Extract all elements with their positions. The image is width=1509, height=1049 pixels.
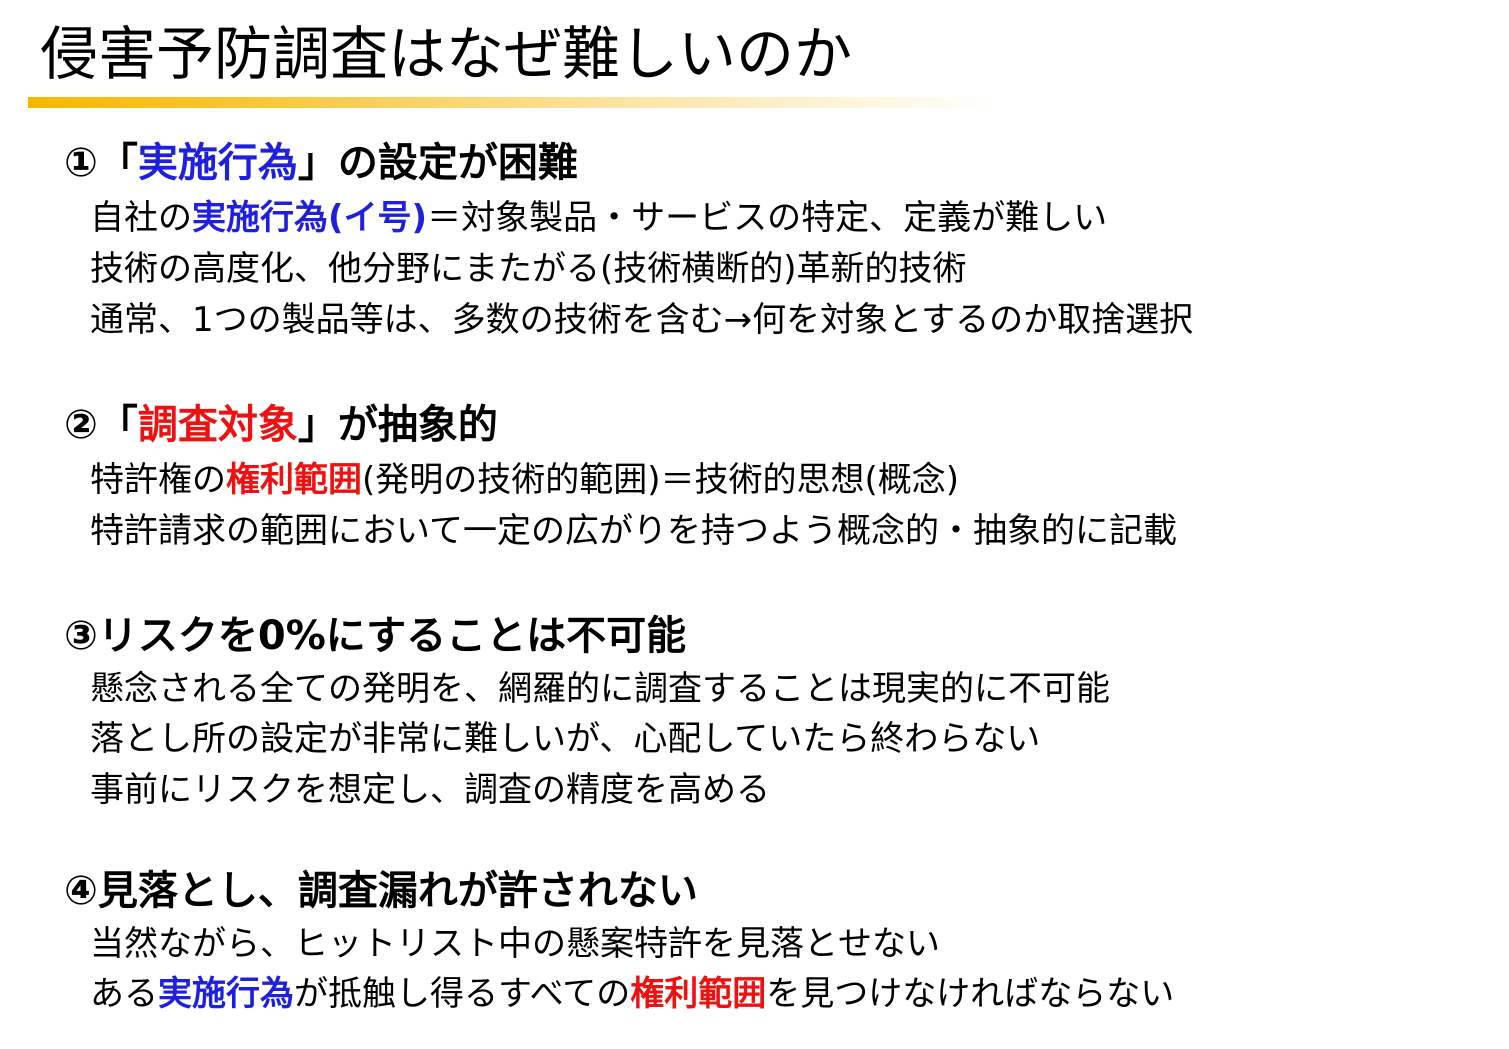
section-1-heading-highlight: 実施行為 (137, 140, 298, 186)
section-2-line-1-part-a: 特許権の (90, 460, 226, 500)
section-1-line-3: 通常、1つの製品等は、多数の技術を含む→何を対象とするのか取捨選択 (90, 300, 1194, 340)
title-underline (28, 97, 998, 108)
section-1-heading: ①「実施行為」の設定が困難 (64, 135, 578, 191)
section-2-line-1: 特許権の権利範囲(発明の技術的範囲)＝技術的思想(概念) (90, 456, 959, 504)
section-1-line-1-part-c: ＝対象製品・サービスの特定、定義が難しい (427, 198, 1108, 238)
section-3-line-2: 落とし所の設定が非常に難しいが、心配していたら終わらない (90, 719, 1041, 759)
section-4-line-1: 当然ながら、ヒットリスト中の懸案特許を見落とせない (90, 924, 940, 964)
section-2-heading-prefix: ②「 (64, 402, 138, 448)
section-1-line-1-highlight: 実施行為(イ号) (192, 198, 428, 238)
section-3-line-1: 懸念される全ての発明を、網羅的に調査することは現実的に不可能 (90, 669, 1110, 709)
slide-title: 侵害予防調査はなぜ難しいのか (40, 20, 853, 88)
section-4-line-2-part-a: ある (90, 974, 158, 1014)
section-4-line-2-part-c: が抵触し得るすべての (294, 974, 631, 1014)
section-1-heading-suffix: 」の設定が困難 (297, 140, 578, 186)
section-4-line-2: ある実施行為が抵触し得るすべての権利範囲を見つけなければならない (90, 970, 1174, 1018)
section-4-line-2-part-e: を見つけなければならない (766, 974, 1175, 1014)
section-2-line-1-highlight: 権利範囲 (226, 460, 362, 500)
section-1-line-1-part-a: 自社の (90, 198, 192, 238)
section-1-line-2: 技術の高度化、他分野にまたがる(技術横断的)革新的技術 (90, 249, 967, 289)
section-1-line-1: 自社の実施行為(イ号)＝対象製品・サービスの特定、定義が難しい (90, 194, 1107, 242)
section-2-heading-highlight: 調査対象 (137, 402, 298, 448)
section-2-heading: ②「調査対象」が抽象的 (64, 397, 498, 453)
section-2-line-2: 特許請求の範囲において一定の広がりを持つよう概念的・抽象的に記載 (90, 511, 1177, 551)
section-1-heading-prefix: ①「 (64, 140, 138, 186)
section-3-line-3: 事前にリスクを想定し、調査の精度を高める (90, 770, 770, 810)
section-4-heading: ④見落とし、調査漏れが許されない (64, 868, 698, 914)
section-2-heading-suffix: 」が抽象的 (297, 402, 498, 448)
section-4-line-2-highlight-blue: 実施行為 (158, 974, 294, 1014)
section-3-heading: ③リスクを0%にすることは不可能 (64, 613, 687, 659)
section-4-line-2-highlight-red: 権利範囲 (630, 974, 767, 1014)
section-2-line-1-part-c: (発明の技術的範囲)＝技術的思想(概念) (362, 460, 960, 500)
